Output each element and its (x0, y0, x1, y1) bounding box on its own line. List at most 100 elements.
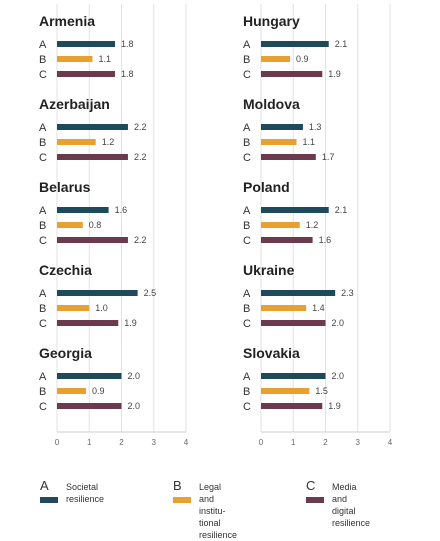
value-label-moldova-c: 1.7 (322, 152, 335, 162)
legend-text-b: Legal and institu- tional resilience (199, 482, 238, 540)
row-letter-czechia-c: C (39, 318, 47, 330)
chart-area: 0 1 2 3 4 0 1 2 3 4 Armenia A 1.8 B 1.1 C 1.8 Azerbaijan A… (39, 4, 393, 447)
value-label-georgia-a: 2.0 (128, 371, 141, 381)
panel-title-azerbaijan: Azerbaijan (39, 96, 110, 112)
panel-title-georgia: Georgia (39, 345, 92, 361)
row-letter-czechia-b: B (39, 303, 46, 315)
panel-title-ukraine: Ukraine (243, 262, 295, 278)
x-tick-label-col1-0: 0 (259, 438, 264, 447)
row-letter-ukraine-b: B (243, 303, 250, 315)
legend-swatch-a (40, 497, 58, 503)
row-letter-armenia-a: A (39, 39, 47, 51)
legend-swatch-c (306, 497, 324, 503)
bar-slovakia-a (261, 373, 326, 379)
value-label-georgia-b: 0.9 (92, 386, 105, 396)
value-label-slovakia-c: 1.9 (328, 401, 341, 411)
bar-moldova-b (261, 139, 297, 145)
bar-slovakia-b (261, 388, 310, 394)
value-label-belarus-c: 2.2 (134, 235, 147, 245)
row-letter-hungary-b: B (243, 54, 250, 66)
value-label-azerbaijan-c: 2.2 (134, 152, 147, 162)
value-label-hungary-c: 1.9 (328, 69, 341, 79)
bar-slovakia-c (261, 403, 323, 409)
legend-letter-c: C (306, 478, 316, 493)
panel-title-slovakia: Slovakia (243, 345, 300, 361)
bar-poland-b (261, 222, 300, 228)
bar-poland-a (261, 207, 329, 213)
legend-swatch-b (173, 497, 191, 503)
bar-hungary-b (261, 56, 291, 62)
value-label-hungary-b: 0.9 (296, 54, 309, 64)
bar-czechia-a (57, 290, 138, 296)
bar-poland-c (261, 237, 313, 243)
x-tick-label-col1-2: 2 (323, 438, 328, 447)
value-label-slovakia-b: 1.5 (315, 386, 328, 396)
value-label-poland-c: 1.6 (319, 235, 332, 245)
value-label-ukraine-c: 2.0 (332, 318, 345, 328)
row-letter-azerbaijan-b: B (39, 137, 46, 149)
row-letter-belarus-b: B (39, 220, 46, 232)
x-tick-label-col0-0: 0 (55, 438, 60, 447)
chart-svg: 0 1 2 3 4 0 1 2 3 4 Armenia A 1.8 B 1.1 C 1.8 Azerbaijan A… (39, 4, 393, 447)
row-letter-moldova-a: A (243, 122, 251, 134)
bar-georgia-c (57, 403, 122, 409)
panel-title-hungary: Hungary (243, 13, 300, 29)
legend-letter-a: A (40, 478, 49, 493)
value-label-poland-a: 2.1 (335, 205, 348, 215)
panel-title-armenia: Armenia (39, 13, 95, 29)
bar-azerbaijan-c (57, 154, 128, 160)
bar-belarus-c (57, 237, 128, 243)
legend-text-a: Societal resilience (66, 482, 105, 504)
value-label-czechia-b: 1.0 (95, 303, 108, 313)
value-label-belarus-a: 1.6 (115, 205, 128, 215)
value-label-armenia-c: 1.8 (121, 69, 134, 79)
bar-ukraine-c (261, 320, 326, 326)
bar-hungary-a (261, 41, 329, 47)
bar-armenia-b (57, 56, 93, 62)
bar-ukraine-b (261, 305, 307, 311)
row-letter-czechia-a: A (39, 288, 47, 300)
row-letter-poland-c: C (243, 235, 251, 247)
row-letter-moldova-b: B (243, 137, 250, 149)
bar-czechia-c (57, 320, 119, 326)
panel-title-moldova: Moldova (243, 96, 300, 112)
row-letter-hungary-c: C (243, 69, 251, 81)
value-label-azerbaijan-b: 1.2 (102, 137, 115, 147)
value-label-belarus-b: 0.8 (89, 220, 102, 230)
x-tick-label-col1-4: 4 (388, 438, 393, 447)
x-tick-label-col0-2: 2 (119, 438, 124, 447)
row-letter-georgia-c: C (39, 401, 47, 413)
row-letter-slovakia-b: B (243, 386, 250, 398)
value-label-armenia-a: 1.8 (121, 39, 134, 49)
x-tick-label-col0-1: 1 (87, 438, 92, 447)
x-tick-label-col0-3: 3 (152, 438, 157, 447)
value-label-czechia-c: 1.9 (124, 318, 137, 328)
panel-title-poland: Poland (243, 179, 290, 195)
panel-title-belarus: Belarus (39, 179, 91, 195)
bar-azerbaijan-b (57, 139, 96, 145)
value-label-armenia-b: 1.1 (98, 54, 111, 64)
x-tick-label-col1-1: 1 (291, 438, 296, 447)
legend-text-c: Media and digital resilience (332, 482, 371, 528)
bar-armenia-c (57, 71, 116, 77)
bar-belarus-a (57, 207, 109, 213)
value-label-moldova-b: 1.1 (302, 137, 315, 147)
row-letter-belarus-c: C (39, 235, 47, 247)
bar-belarus-b (57, 222, 83, 228)
row-letter-belarus-a: A (39, 205, 47, 217)
bar-georgia-b (57, 388, 87, 394)
row-letter-ukraine-a: A (243, 288, 251, 300)
legend: A Societal resilience B Legal and instit… (0, 478, 440, 540)
value-label-azerbaijan-a: 2.2 (134, 122, 147, 132)
value-label-ukraine-b: 1.4 (312, 303, 325, 313)
row-letter-poland-a: A (243, 205, 251, 217)
value-label-czechia-a: 2.5 (144, 288, 157, 298)
bar-armenia-a (57, 41, 116, 47)
row-letter-armenia-c: C (39, 69, 47, 81)
value-label-moldova-a: 1.3 (309, 122, 322, 132)
value-label-ukraine-a: 2.3 (341, 288, 354, 298)
value-label-hungary-a: 2.1 (335, 39, 348, 49)
bar-moldova-c (261, 154, 316, 160)
row-letter-georgia-a: A (39, 371, 47, 383)
bar-hungary-c (261, 71, 323, 77)
